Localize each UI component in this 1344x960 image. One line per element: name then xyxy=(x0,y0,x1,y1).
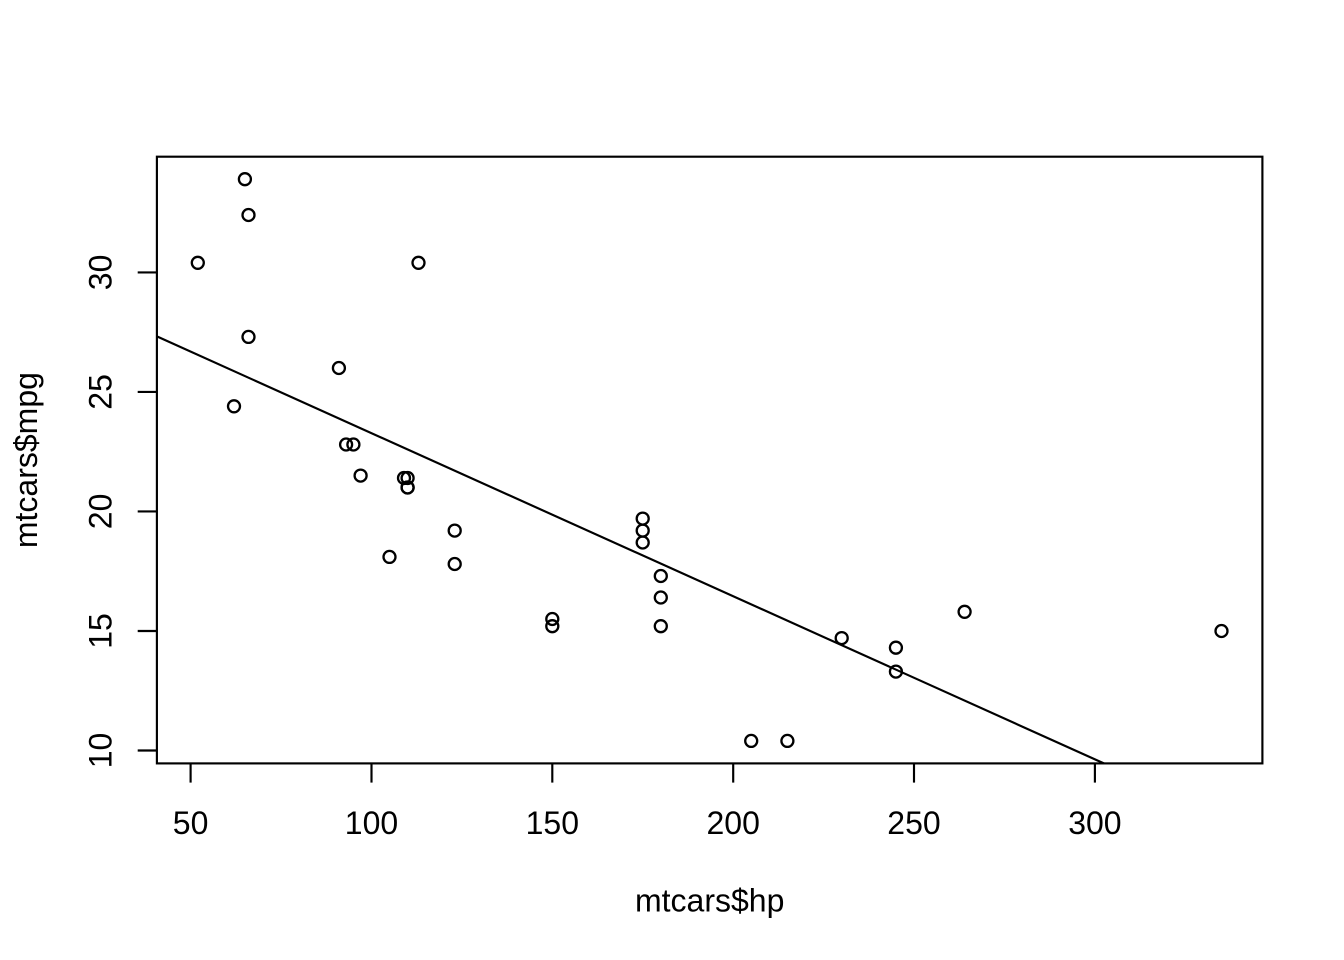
svg-text:mtcars$mpg: mtcars$mpg xyxy=(8,372,44,548)
svg-text:10: 10 xyxy=(82,733,118,769)
svg-text:25: 25 xyxy=(82,374,118,410)
svg-text:30: 30 xyxy=(82,255,118,291)
svg-text:200: 200 xyxy=(707,805,760,841)
svg-text:150: 150 xyxy=(526,805,579,841)
svg-text:250: 250 xyxy=(887,805,940,841)
svg-text:mtcars$hp: mtcars$hp xyxy=(635,883,784,919)
svg-text:50: 50 xyxy=(173,805,209,841)
svg-text:15: 15 xyxy=(82,613,118,649)
svg-text:20: 20 xyxy=(82,494,118,530)
svg-text:100: 100 xyxy=(345,805,398,841)
svg-text:300: 300 xyxy=(1068,805,1121,841)
